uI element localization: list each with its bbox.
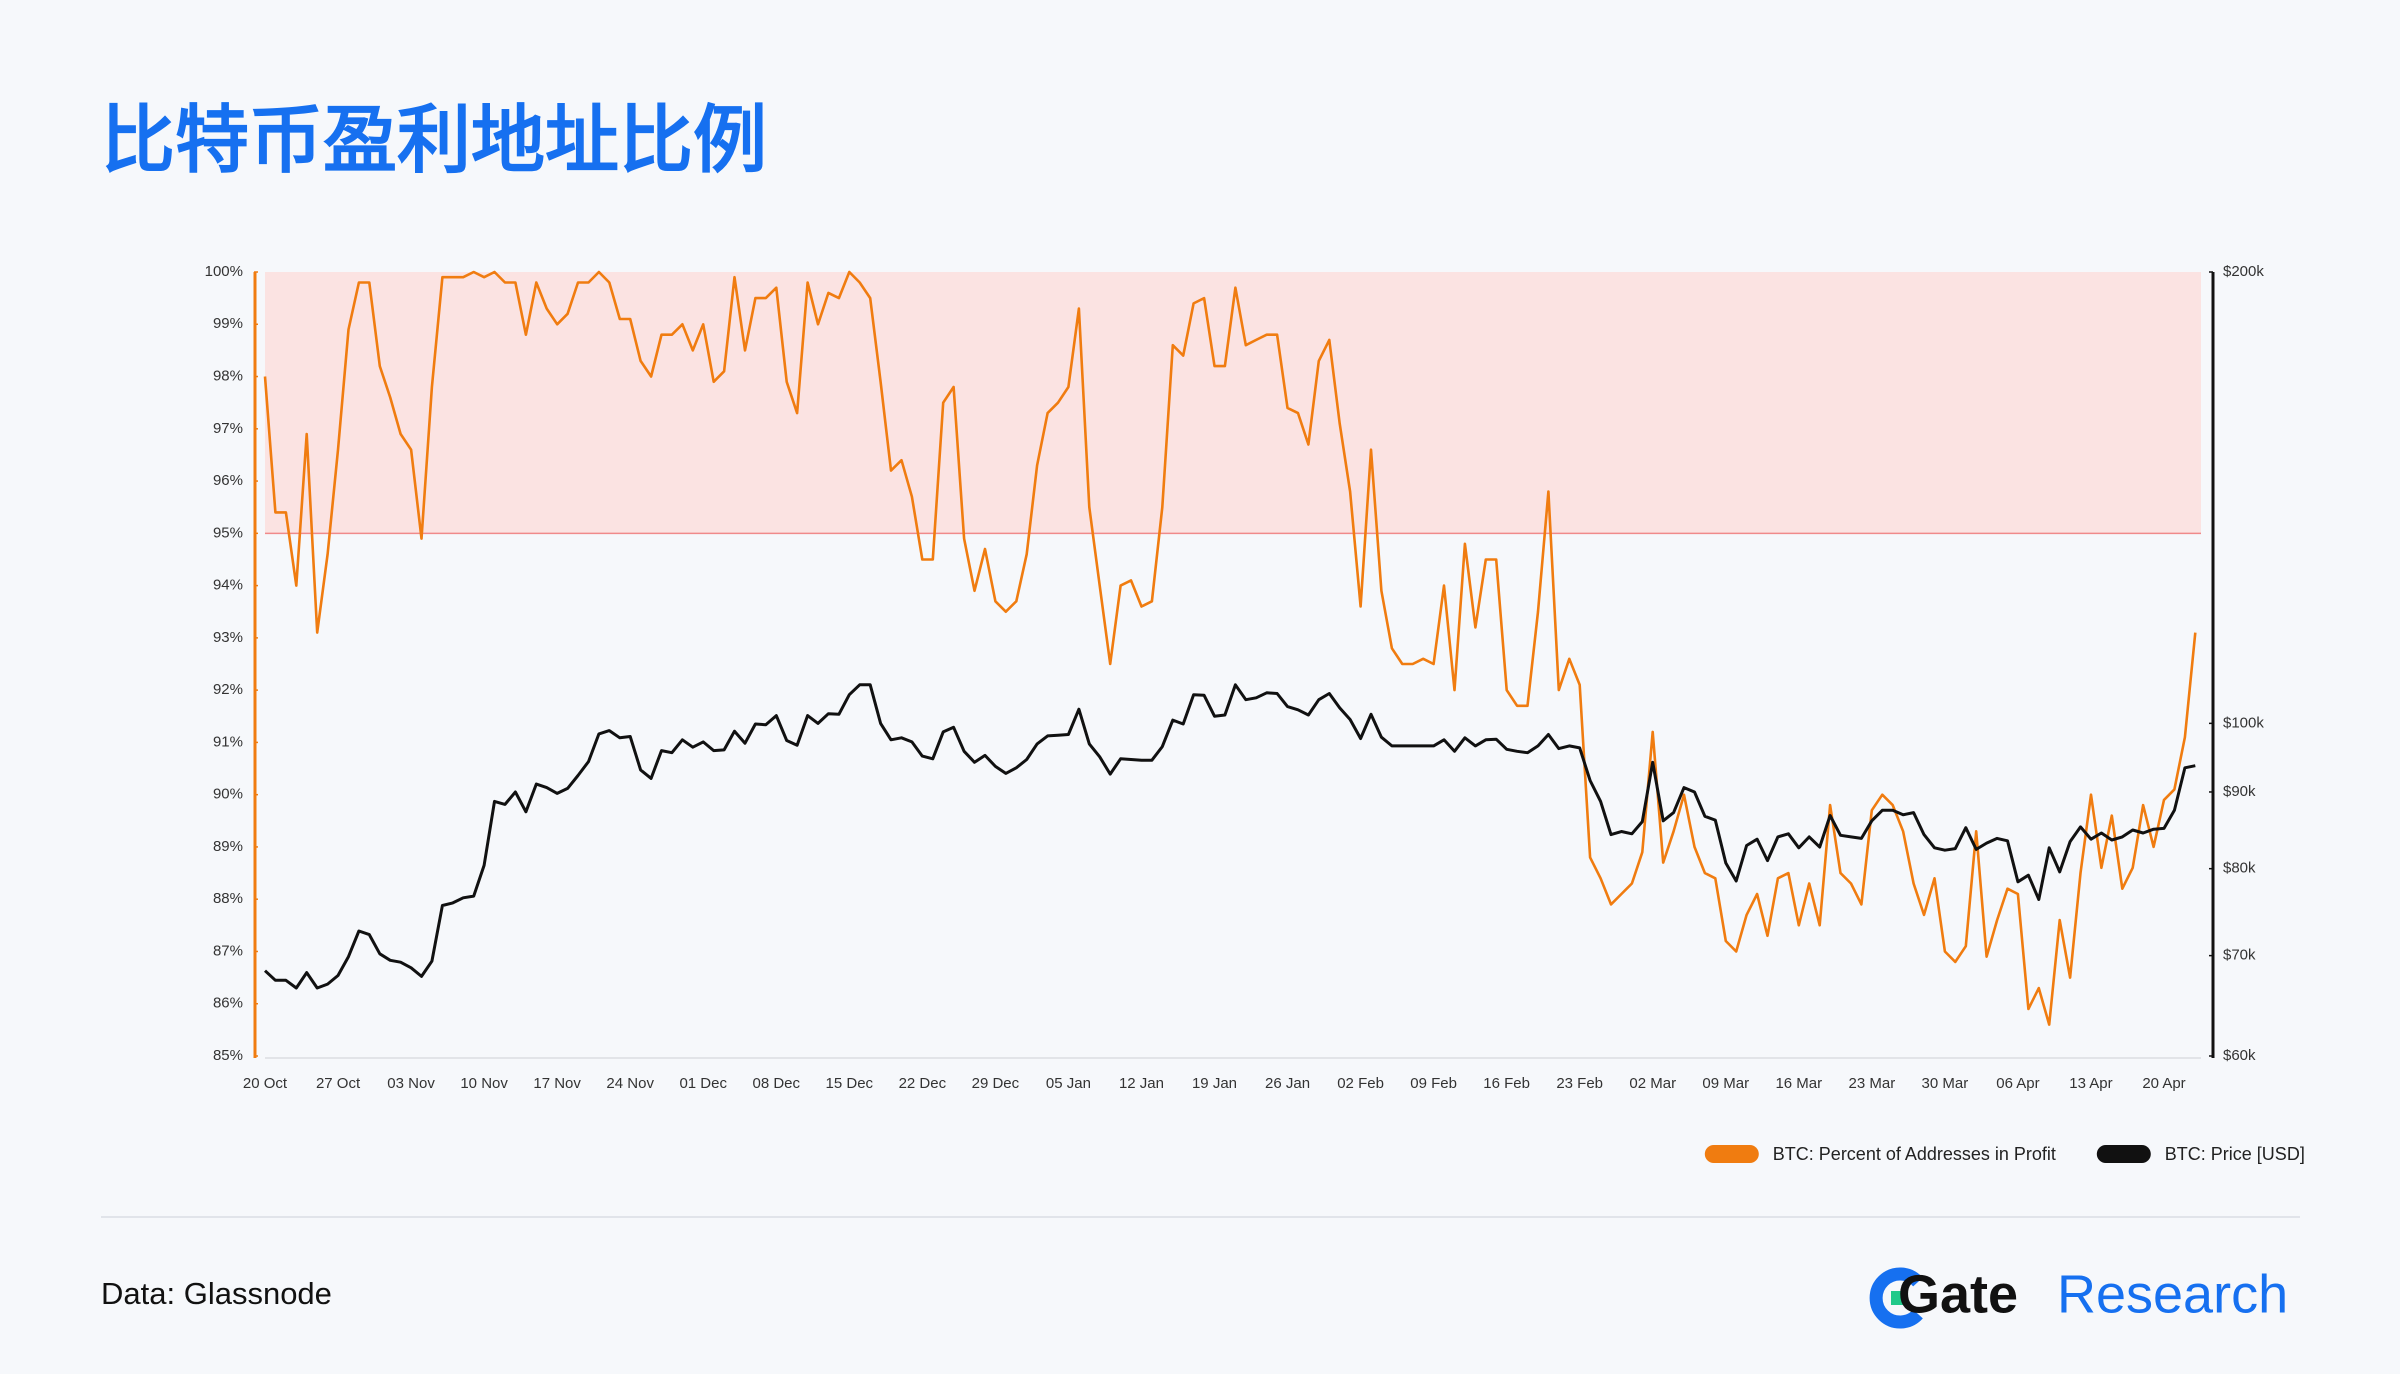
x-tick-label: 02 Feb: [1337, 1075, 1384, 1092]
y-tick-label: 90%: [213, 786, 243, 803]
x-tick-label: 15 Dec: [826, 1075, 874, 1092]
x-tick-label: 16 Mar: [1775, 1075, 1822, 1092]
legend-label: BTC: Percent of Addresses in Profit: [1773, 1144, 2056, 1164]
y-tick-label: 99%: [213, 315, 243, 332]
x-tick-label: 23 Feb: [1556, 1075, 1603, 1092]
y-tick-label: 97%: [213, 420, 243, 437]
y2-tick-label: $200k: [2223, 263, 2264, 280]
y2-tick-label: $100k: [2223, 714, 2264, 731]
y2-tick-label: $80k: [2223, 860, 2256, 877]
x-tick-label: 09 Mar: [1702, 1075, 1749, 1092]
x-tick-label: 24 Nov: [606, 1075, 654, 1092]
y-tick-label: 96%: [213, 472, 243, 489]
x-tick-label: 10 Nov: [460, 1075, 508, 1092]
brand-name: Gate: [1898, 1264, 2018, 1324]
x-tick-label: 29 Dec: [972, 1075, 1020, 1092]
x-tick-label: 20 Oct: [243, 1075, 288, 1092]
y-tick-label: 91%: [213, 733, 243, 750]
logo-arc: [1869, 1267, 1923, 1329]
x-tick-label: 17 Nov: [533, 1075, 581, 1092]
x-tick-label: 20 Apr: [2142, 1075, 2185, 1092]
x-tick-label: 13 Apr: [2069, 1075, 2112, 1092]
x-tick-label: 12 Jan: [1119, 1075, 1164, 1092]
y-tick-label: 87%: [213, 942, 243, 959]
brand-suffix: Research: [2057, 1264, 2288, 1324]
brand-logo: Gate Research: [1869, 1264, 2288, 1329]
y2-tick-label: $70k: [2223, 947, 2256, 964]
x-tick-label: 26 Jan: [1265, 1075, 1310, 1092]
y-tick-label: 92%: [213, 681, 243, 698]
legend: BTC: Percent of Addresses in Profit BTC: …: [1704, 1144, 2305, 1164]
series-line: [263, 683, 2196, 990]
x-tick-label: 19 Jan: [1192, 1075, 1237, 1092]
y-tick-label: 95%: [213, 524, 243, 541]
y-tick-label: 98%: [213, 368, 243, 385]
x-tick-label: 05 Jan: [1046, 1075, 1091, 1092]
y-tick-label: 86%: [213, 995, 243, 1012]
series-line: [263, 270, 2197, 1026]
x-tick-label: 27 Oct: [316, 1075, 361, 1092]
x-tick-label: 23 Mar: [1849, 1075, 1896, 1092]
x-tick-label: 30 Mar: [1922, 1075, 1969, 1092]
legend-swatch: [1704, 1145, 1759, 1163]
y-tick-label: 94%: [213, 577, 243, 594]
y-tick-label: 89%: [213, 838, 243, 855]
chart-title: 比特币盈利地址比例: [101, 99, 767, 182]
y-tick-label: 88%: [213, 890, 243, 907]
y2-tick-label: $60k: [2223, 1047, 2256, 1064]
x-tick-label: 01 Dec: [679, 1075, 727, 1092]
legend-swatch: [2096, 1145, 2151, 1163]
x-tick-label: 16 Feb: [1483, 1075, 1530, 1092]
y-tick-label: 85%: [213, 1047, 243, 1064]
source-note: Data: Glassnode: [101, 1276, 332, 1311]
y-tick-label: 93%: [213, 629, 243, 646]
x-tick-label: 09 Feb: [1410, 1075, 1457, 1092]
legend-label: BTC: Price [USD]: [2165, 1144, 2305, 1164]
x-tick-label: 03 Nov: [387, 1075, 435, 1092]
y2-tick-label: $90k: [2223, 783, 2256, 800]
x-tick-label: 08 Dec: [753, 1075, 801, 1092]
x-tick-label: 02 Mar: [1629, 1075, 1676, 1092]
logo-square: [1891, 1291, 1905, 1305]
x-tick-label: 06 Apr: [1996, 1075, 2039, 1092]
y-tick-label: 100%: [205, 263, 243, 280]
x-tick-label: 22 Dec: [899, 1075, 947, 1092]
highlight-band: [265, 272, 2201, 534]
